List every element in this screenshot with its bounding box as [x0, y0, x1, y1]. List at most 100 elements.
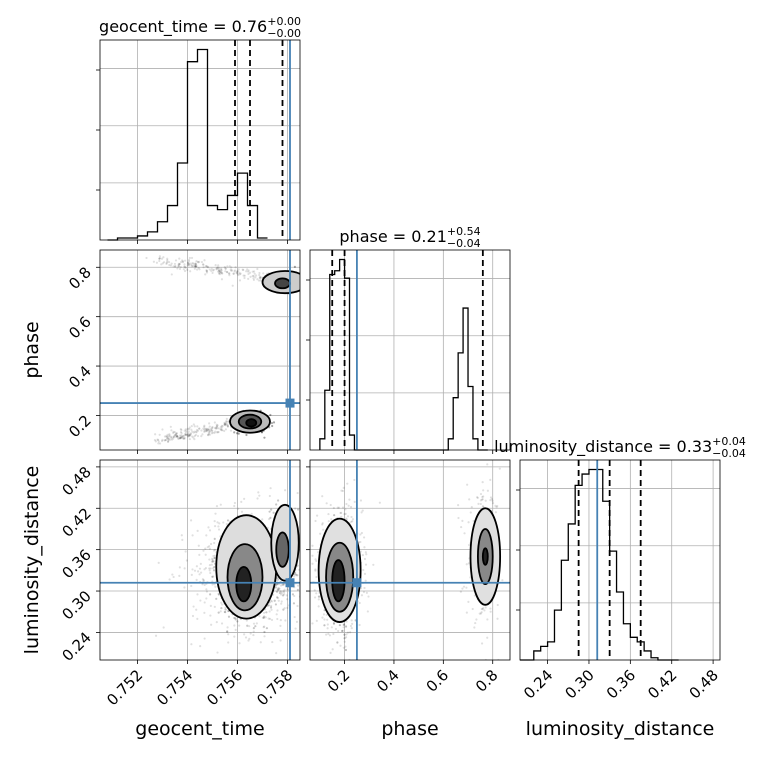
panel-phase-vs-geocent_time-sample-374 [209, 428, 212, 431]
panel-phase-vs-geocent_time-sample-384 [217, 430, 220, 434]
panel-luminosity_distance-vs-geocent_time-sample-228 [276, 609, 279, 612]
panel-phase-vs-geocent_time-sample-215 [251, 274, 254, 278]
panel-phase-vs-geocent_time-sample-354 [174, 435, 178, 438]
panel-phase-vs-geocent_time-sample-104 [202, 266, 205, 269]
panel-phase-vs-geocent_time-sample-10 [198, 268, 201, 271]
panel-luminosity_distance-vs-geocent_time-sample-307 [196, 529, 199, 532]
panel-luminosity_distance-vs-geocent_time-sample-387 [208, 529, 212, 532]
panel-phase-vs-geocent_time-sample-216 [176, 267, 179, 270]
panel-luminosity_distance-vs-phase-sample-133 [317, 605, 320, 608]
panel-luminosity_distance-vs-geocent_time-sample-436 [268, 617, 272, 621]
panel-phase-vs-geocent_time-sample-210 [186, 261, 190, 264]
panel-luminosity_distance-vs-geocent_time-sample-1240 [292, 602, 296, 605]
panel-phase-vs-geocent_time-sample-537 [272, 421, 276, 424]
panel-phase-vs-geocent_time-sample-487 [172, 435, 175, 439]
panel-luminosity_distance-vs-geocent_time-sample-404 [293, 575, 296, 578]
panel-luminosity_distance-vs-geocent_time-sample-534 [210, 563, 213, 566]
panel-luminosity_distance-vs-geocent_time-sample-1058 [282, 608, 285, 611]
panel-phase-vs-geocent_time-sample-25 [204, 265, 208, 268]
panel-phase-vs-geocent_time-sample-431 [224, 422, 228, 425]
panel-luminosity_distance-vs-geocent_time-sample-1070 [273, 599, 276, 602]
panel-luminosity_distance-vs-phase-sample-176 [363, 572, 367, 575]
panel-phase-vs-geocent_time-sample-382 [182, 434, 185, 437]
panel-luminosity_distance-vs-geocent_time-sample-33 [279, 624, 282, 627]
panel-luminosity_distance-vs-geocent_time-sample-81 [209, 542, 213, 546]
panel-luminosity_distance-vs-phase-sample-678 [489, 496, 493, 499]
panel-luminosity_distance-vs-phase-sample-253 [317, 598, 320, 601]
panel-phase-vs-geocent_time-sample-255 [232, 272, 235, 275]
panel-phase-vs-geocent_time-sample-2 [165, 261, 168, 264]
panel-luminosity_distance-vs-phase-sample-429 [327, 632, 330, 635]
panel-luminosity_distance-vs-geocent_time-sample-79 [183, 586, 186, 589]
panel-phase-vs-geocent_time-sample-347 [225, 420, 229, 423]
panel-phase-vs-geocent_time-sample-148 [220, 269, 223, 272]
panel-luminosity_distance-vs-phase-sample-769 [481, 495, 484, 499]
panel-luminosity_distance-vs-geocent_time-sample-1027 [220, 607, 223, 610]
panel-luminosity_distance-vs-geocent_time-sample-43 [172, 575, 175, 579]
panel-luminosity_distance-vs-geocent_time-sample-1226 [291, 593, 295, 596]
panel-luminosity_distance-vs-geocent_time-sample-221 [203, 583, 206, 587]
panel-phase-vs-geocent_time-sample-306 [153, 439, 157, 442]
panel-luminosity_distance-vs-phase-sample-650 [501, 579, 504, 582]
panel-phase-vs-geocent_time-sample-336 [203, 427, 206, 430]
panel-luminosity_distance-vs-phase-sample-289 [359, 540, 362, 544]
panel-phase-vs-geocent_time-sample-189 [187, 260, 191, 263]
panel-phase-vs-geocent_time-sample-396 [210, 432, 213, 435]
panel-luminosity_distance-vs-geocent_time-sample-1128 [301, 562, 303, 564]
panel-luminosity_distance-vs-geocent_time-sample-524 [270, 600, 274, 603]
panel-phase-vs-geocent_time-sample-28 [214, 264, 217, 267]
panel-phase-vs-geocent_time-sample-288 [196, 425, 199, 428]
panel-luminosity_distance-vs-geocent_time-sample-406 [258, 494, 261, 497]
panel-luminosity_distance-vs-geocent_time-sample-788 [274, 586, 277, 589]
panel-luminosity_distance-vs-phase-sample-600 [339, 511, 342, 515]
panel-phase-vs-geocent_time-sample-340 [192, 423, 195, 426]
panel-phase-vs-geocent_time-sample-169 [166, 259, 169, 262]
panel-luminosity_distance-vs-phase-sample-1142 [338, 624, 341, 627]
panel-luminosity_distance-vs-geocent_time-sample-77 [263, 625, 266, 628]
panel-phase-vs-geocent_time-sample-143 [231, 284, 234, 287]
ytick-label-phase-1: 0.4 [65, 362, 95, 392]
panel-luminosity_distance-vs-geocent_time-sample-528 [283, 593, 286, 596]
panel-luminosity_distance-vs-phase-sample-436 [313, 596, 317, 599]
panel-phase-vs-geocent_time-sample-50 [236, 272, 239, 276]
panel-luminosity_distance-vs-geocent_time-sample-1065 [301, 542, 303, 544]
panel-luminosity_distance-vs-phase-sample-638 [314, 569, 317, 572]
panel-phase-vs-geocent_time-sample-56 [212, 269, 215, 272]
panel-phase-vs-geocent_time-sample-3 [226, 265, 229, 268]
panel-luminosity_distance-vs-phase-sample-512 [359, 533, 362, 536]
panel-luminosity_distance-vs-geocent_time-sample-657 [295, 620, 299, 623]
panel-phase-vs-geocent_time-sample-91 [237, 273, 240, 277]
xtick-label-luminosity_distance-2: 0.36 [603, 666, 639, 702]
panel-luminosity_distance-vs-geocent_time-sample-13 [283, 588, 286, 591]
panel-phase-vs-geocent_time-sample-24 [194, 265, 197, 268]
panel-phase-vs-geocent_time-sample-227 [224, 270, 227, 273]
panel-luminosity_distance-vs-phase-sample-239 [364, 551, 367, 554]
panel-luminosity_distance-vs-phase-sample-687 [480, 498, 484, 501]
panel-luminosity_distance-vs-phase-sample-807 [486, 463, 489, 466]
panel-luminosity_distance-vs-phase-sample-1044 [323, 624, 326, 627]
panel-luminosity_distance-vs-phase-sample-517 [337, 506, 341, 509]
panel-luminosity_distance-vs-phase-sample-837 [462, 585, 466, 588]
panel-luminosity_distance-vs-geocent_time-sample-122 [202, 580, 205, 583]
panel-luminosity_distance-vs-phase-sample-582 [326, 618, 329, 621]
panel-luminosity_distance-vs-geocent_time-sample-250 [233, 501, 237, 505]
panel-phase-vs-geocent_time-sample-465 [217, 427, 220, 430]
title-plus-geocent_time: +0.00 [267, 15, 301, 28]
panel-phase-vs-geocent_time-sample-35 [179, 265, 182, 269]
panel-phase-vs-geocent_time-sample-314 [176, 434, 179, 438]
panel-luminosity_distance-vs-geocent_time-sample-237 [183, 567, 186, 570]
panel-luminosity_distance-vs-geocent_time-sample-273 [199, 571, 203, 574]
panel-phase-vs-geocent_time-sample-451 [189, 434, 192, 437]
panel-phase-vs-geocent_time-sample-186 [211, 271, 214, 275]
panel-luminosity_distance-vs-geocent_time-sample-1112 [268, 510, 271, 513]
panel-phase-vs-geocent_time-sample-257 [177, 262, 181, 265]
panel-luminosity_distance-vs-phase-sample-430 [334, 627, 338, 631]
hist-luminosity_distance-border [519, 459, 721, 661]
panel-phase-vs-geocent_time-sample-83 [194, 265, 197, 268]
panel-luminosity_distance-vs-geocent_time-sample-1108 [278, 587, 281, 590]
panel-luminosity_distance-vs-geocent_time-sample-762 [267, 604, 270, 607]
panel-phase-vs-geocent_time-sample-341 [205, 430, 208, 433]
panel-phase-vs-geocent_time-sample-147 [197, 266, 200, 270]
panel-luminosity_distance-vs-geocent_time-sample-148 [286, 588, 289, 591]
panel-phase-vs-geocent_time-sample-313 [165, 434, 168, 438]
